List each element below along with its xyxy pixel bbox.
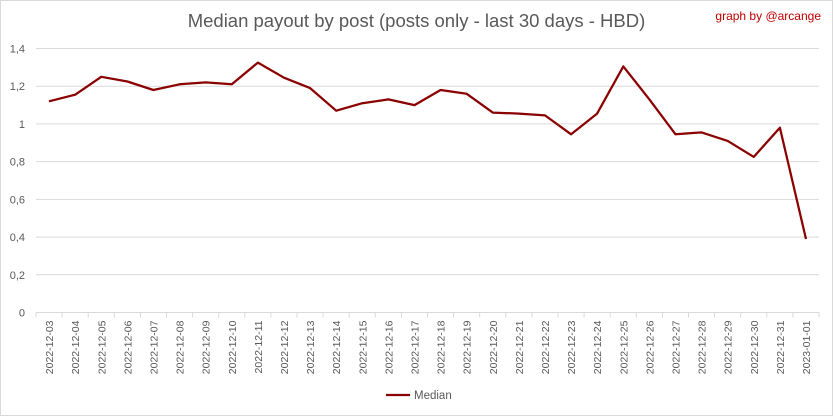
x-tick-label: 2022-12-03 — [44, 320, 56, 374]
x-tick-label: 2022-12-19 — [462, 320, 474, 374]
x-tick-label: 2022-12-14 — [331, 320, 343, 374]
y-tick-label: 1 — [19, 119, 25, 131]
x-tick-label: 2022-12-16 — [383, 320, 395, 374]
y-tick-label: 1,4 — [10, 44, 25, 56]
x-tick-label: 2022-12-21 — [514, 320, 526, 374]
legend-label-median: Median — [414, 390, 452, 402]
x-tick-label: 2022-12-12 — [279, 320, 291, 374]
x-tick-label: 2022-12-30 — [749, 320, 761, 374]
y-tick-label: 0,6 — [10, 194, 25, 206]
x-tick-label: 2022-12-18 — [436, 320, 448, 374]
x-tick-label: 2022-12-09 — [201, 320, 213, 374]
x-tick-label: 2022-12-15 — [357, 320, 369, 374]
x-tick-label: 2022-12-13 — [305, 320, 317, 374]
x-tick-label: 2022-12-31 — [775, 320, 787, 374]
series-line-median — [48, 61, 808, 240]
x-tick-label: 2022-12-05 — [96, 320, 108, 374]
x-tick-label: 2022-12-24 — [592, 320, 604, 374]
x-tick-label: 2023-01-01 — [801, 320, 813, 374]
x-tick-label: 2022-12-28 — [697, 320, 709, 374]
x-tick-label: 2022-12-04 — [70, 320, 82, 374]
x-tick-label: 2022-12-08 — [175, 320, 187, 374]
x-tick-label: 2022-12-06 — [122, 320, 134, 374]
chart-credit: graph by @arcange — [715, 9, 821, 23]
x-tick-label: 2022-12-25 — [618, 320, 630, 374]
x-tick-label: 2022-12-10 — [227, 320, 239, 374]
x-tick-label: 2022-12-22 — [540, 320, 552, 374]
x-tick-label: 2022-12-29 — [723, 320, 735, 374]
y-tick-label: 1,2 — [10, 81, 25, 93]
x-tick-label: 2022-12-23 — [566, 320, 578, 374]
x-tick-label: 2022-12-20 — [488, 320, 500, 374]
chart-title: Median payout by post (posts only - last… — [187, 10, 646, 31]
x-tick-label: 2022-12-11 — [253, 320, 265, 373]
y-tick-label: 0,4 — [10, 232, 25, 244]
x-tick-label: 2022-12-27 — [670, 320, 682, 374]
y-tick-label: 0,8 — [10, 157, 25, 169]
y-tick-label: 0 — [19, 308, 25, 320]
x-tick-label: 2022-12-26 — [644, 320, 656, 374]
y-tick-label: 0,2 — [10, 270, 25, 282]
x-tick-label: 2022-12-17 — [409, 320, 421, 374]
x-tick-label: 2022-12-07 — [148, 320, 160, 374]
